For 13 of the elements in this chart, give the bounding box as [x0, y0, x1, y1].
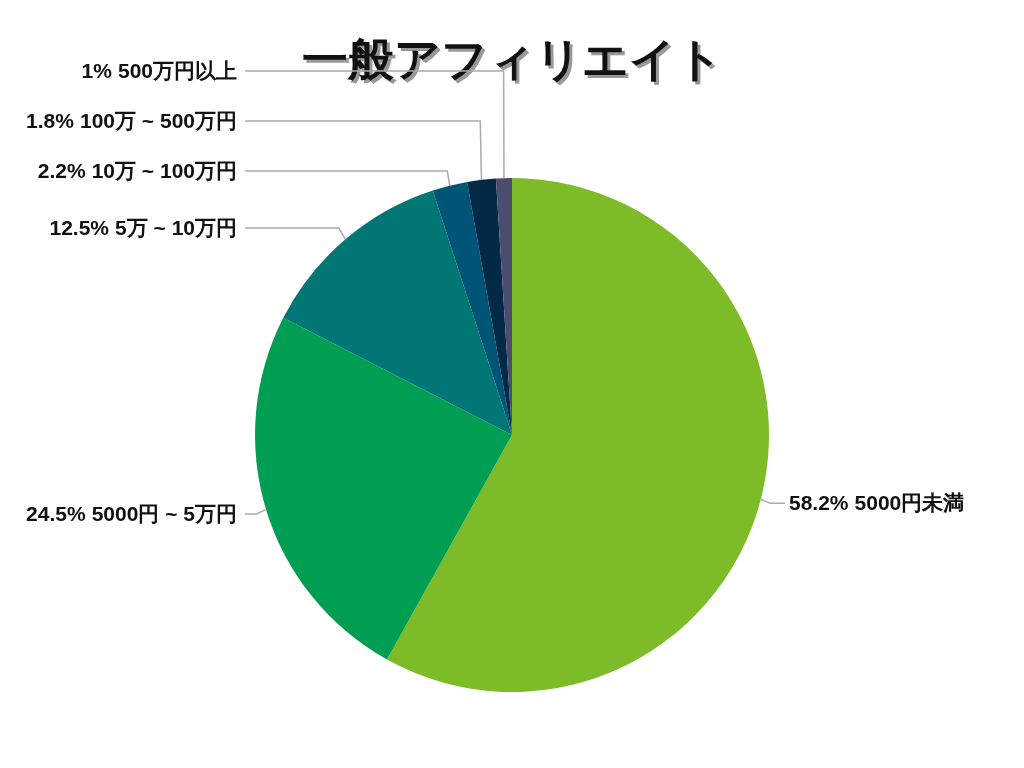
chart-title: 一般アフィリエイト — [304, 36, 726, 88]
data-label: 1% — [81, 59, 113, 83]
data-label: 58.2% — [789, 491, 849, 515]
data-label: 2.2% — [37, 159, 86, 183]
data-label: 1.8% — [26, 109, 75, 133]
slice-label: 10万 ~ 100万円 — [91, 159, 237, 183]
slice-label: 100万 ~ 500万円 — [79, 109, 237, 133]
data-label: 24.5% — [26, 502, 86, 526]
slice-label: 5万 ~ 10万円 — [115, 215, 237, 239]
slice-label: 500万円以上 — [117, 59, 237, 83]
slice-label: 5000円 ~ 5万円 — [91, 502, 237, 526]
slice-label: 5000円未満 — [854, 491, 965, 515]
data-label: 12.5% — [49, 215, 110, 239]
